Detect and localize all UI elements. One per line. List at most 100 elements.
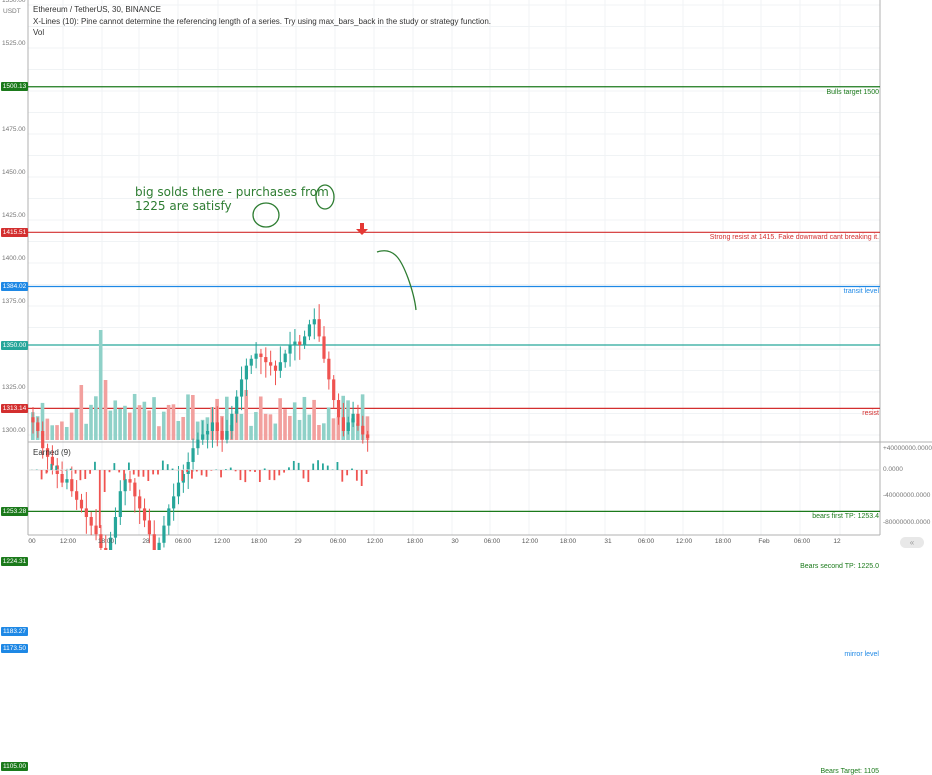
candle-body: [216, 422, 219, 431]
candle-body: [255, 354, 258, 359]
symbol-title[interactable]: Ethereum / TetherUS, 30, BINANCE: [33, 5, 161, 14]
time-tick: 18:00: [407, 538, 423, 545]
candle-body: [119, 491, 122, 517]
level-label[interactable]: Strong resist at 1415. Fake downward can…: [710, 234, 879, 241]
earned-bar: [128, 463, 130, 470]
volume-bar: [181, 417, 185, 440]
volume-bar: [80, 385, 84, 440]
annotation-line-1: big solds there - purchases from: [135, 185, 329, 199]
scroll-to-realtime-button[interactable]: «: [900, 537, 924, 548]
earned-bar: [55, 466, 57, 470]
candle-body: [318, 319, 321, 336]
chart-canvas[interactable]: [0, 0, 932, 550]
level-label[interactable]: mirror level: [844, 651, 879, 658]
volume-bar: [254, 412, 258, 440]
volume-bar: [293, 402, 297, 440]
price-tick: 1375.00: [2, 298, 26, 305]
price-tick: 1475.00: [2, 126, 26, 133]
candle-body: [332, 379, 335, 400]
price-tag[interactable]: 1415.51: [1, 228, 28, 237]
candle-body: [143, 508, 146, 520]
projection-curve: [377, 251, 416, 310]
price-tag[interactable]: 1313.14: [1, 404, 28, 413]
time-tick: 29: [294, 538, 301, 545]
earned-bar: [288, 467, 290, 470]
volume-bar: [177, 421, 181, 440]
volume-bar: [312, 400, 316, 440]
candle-body: [245, 366, 248, 380]
candle-body: [288, 345, 291, 354]
time-tick: 18:00: [715, 538, 731, 545]
time-tick: 18:00: [251, 538, 267, 545]
volume-bar: [99, 330, 103, 440]
price-tag[interactable]: 1183.27: [1, 627, 28, 636]
earned-bar: [230, 468, 232, 470]
candle-body: [94, 526, 97, 535]
volume-bar: [138, 405, 142, 440]
volume-bar: [327, 407, 331, 440]
time-tick: 06:00: [794, 538, 810, 545]
earned-bar: [210, 470, 212, 471]
volume-bar: [162, 412, 166, 440]
time-tick: 06:00: [484, 538, 500, 545]
candle-body: [352, 414, 355, 423]
time-tick: 31: [604, 538, 611, 545]
time-tick: 18:00: [98, 538, 114, 545]
earned-bar: [133, 470, 135, 475]
candle-body: [191, 448, 194, 462]
candle-body: [201, 434, 204, 439]
price-tick: 1300.00: [2, 427, 26, 434]
price-tag[interactable]: 1253.28: [1, 507, 28, 516]
volume-bar: [104, 380, 108, 440]
currency-label: USDT: [3, 8, 21, 15]
time-tick: 00: [28, 538, 35, 545]
earned-bar: [278, 470, 280, 475]
earned-bar: [162, 461, 164, 470]
earned-bar: [172, 469, 174, 470]
volume-legend[interactable]: Vol: [33, 28, 44, 37]
price-tag[interactable]: 1384.02: [1, 282, 28, 291]
volume-bar: [46, 419, 50, 440]
volume-bar: [332, 418, 336, 440]
volume-bar: [133, 394, 137, 440]
price-tag[interactable]: 1173.50: [1, 644, 28, 653]
candle-body: [221, 431, 224, 440]
candle-body: [36, 422, 39, 431]
price-tag[interactable]: 1224.31: [1, 557, 28, 566]
price-tick: 1400.00: [2, 255, 26, 262]
price-tag[interactable]: 1105.00: [1, 762, 28, 771]
level-label[interactable]: resist: [862, 410, 879, 417]
volume-bar: [143, 402, 147, 440]
candle-body: [90, 517, 93, 526]
level-label[interactable]: Bears second TP: 1225.0: [800, 563, 879, 570]
volume-bar: [278, 398, 282, 440]
candle-body: [240, 379, 243, 396]
price-tag[interactable]: 1350.00: [1, 341, 28, 350]
indicator-legend[interactable]: Earned (9): [33, 448, 71, 457]
earned-bar: [346, 470, 348, 475]
volume-bar: [317, 425, 321, 440]
horizontal-levels: [28, 87, 880, 550]
earned-bar: [259, 470, 261, 482]
time-tick: 12:00: [367, 538, 383, 545]
volume-bar: [172, 404, 176, 440]
level-label[interactable]: Bears Target: 1105: [820, 768, 879, 775]
candle-body: [361, 426, 364, 435]
price-tick: 1550.00: [2, 0, 26, 4]
candle-body: [235, 397, 238, 414]
earned-bar: [254, 470, 256, 472]
level-label[interactable]: bears first TP: 1253.4: [812, 513, 879, 520]
candle-body: [211, 422, 214, 431]
price-tag[interactable]: 1500.13: [1, 82, 28, 91]
volume-bar: [118, 409, 122, 440]
level-label[interactable]: transit level: [844, 288, 879, 295]
earned-bar: [307, 470, 309, 482]
time-tick: 28: [142, 538, 149, 545]
earned-bar: [84, 470, 86, 479]
text-annotation[interactable]: big solds there - purchases from 1225 ar…: [135, 185, 329, 213]
level-label[interactable]: Bulls target 1500: [826, 89, 879, 96]
indicator-tick: +40000000.0000: [883, 445, 932, 452]
earned-bar: [351, 469, 353, 470]
candle-body: [153, 534, 156, 550]
candle-body: [133, 483, 136, 497]
